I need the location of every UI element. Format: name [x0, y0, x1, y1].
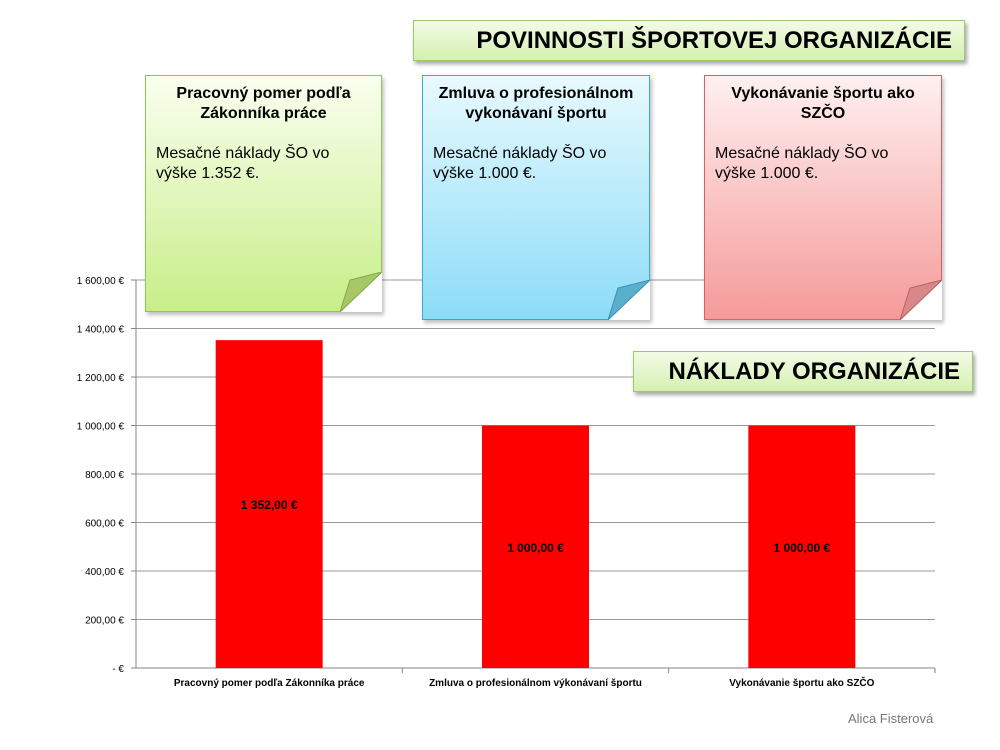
data-label: 1 352,00 € — [241, 498, 298, 512]
x-tick-label: Pracovný pomer podľa Zákonníka práce — [174, 678, 365, 689]
note-body: Mesačné náklady ŠO vo výške 1.000 €. — [715, 145, 889, 182]
bar — [215, 340, 323, 668]
page-fold-icon — [340, 272, 382, 312]
title-banner: POVINNOSTI ŠPORTOVEJ ORGANIZÁCIE — [413, 20, 965, 61]
y-tick-label: 1 400,00 € — [77, 325, 125, 336]
y-tick-label: 600,00 € — [85, 519, 124, 530]
y-tick-label: 400,00 € — [85, 567, 124, 578]
y-tick-label: - € — [112, 664, 124, 675]
bar — [482, 425, 589, 668]
note-title: Pracovný pomer podľa Zákonníka práce — [176, 85, 351, 122]
note-self-employed: Vykonávanie športu ako SZČO Mesačné nákl… — [704, 75, 942, 320]
page-fold-icon — [900, 280, 942, 320]
page-fold-icon — [608, 280, 650, 320]
note-professional-contract: Zmluva o profesionálnom vykonávaní šport… — [422, 75, 650, 320]
costs-banner: NÁKLADY ORGANIZÁCIE — [633, 351, 973, 392]
note-title: Vykonávanie športu ako SZČO — [731, 85, 915, 122]
note-body: Mesačné náklady ŠO vo výške 1.000 €. — [433, 145, 607, 182]
y-tick-label: 1 000,00 € — [77, 422, 125, 433]
costs-banner-text: NÁKLADY ORGANIZÁCIE — [668, 357, 960, 385]
x-tick-label: Zmluva o profesionálnom výkonávaní šport… — [429, 678, 642, 689]
author-signature: Alica Fisterová — [848, 711, 934, 726]
y-tick-label: 800,00 € — [85, 470, 124, 481]
data-label: 1 000,00 € — [507, 541, 564, 555]
note-body: Mesačné náklady ŠO vo výške 1.352 €. — [156, 145, 330, 182]
y-tick-label: 1 200,00 € — [77, 373, 125, 384]
y-tick-label: 200,00 € — [85, 616, 124, 627]
note-employment-contract: Pracovný pomer podľa Zákonníka práce Mes… — [145, 75, 382, 312]
title-banner-text: POVINNOSTI ŠPORTOVEJ ORGANIZÁCIE — [476, 26, 952, 54]
bar — [748, 425, 856, 668]
x-tick-label: Vykonávanie športu ako SZČO — [729, 676, 874, 689]
note-title: Zmluva o profesionálnom vykonávaní šport… — [438, 85, 634, 122]
y-tick-label: 1 600,00 € — [77, 276, 125, 287]
data-label: 1 000,00 € — [773, 541, 830, 555]
